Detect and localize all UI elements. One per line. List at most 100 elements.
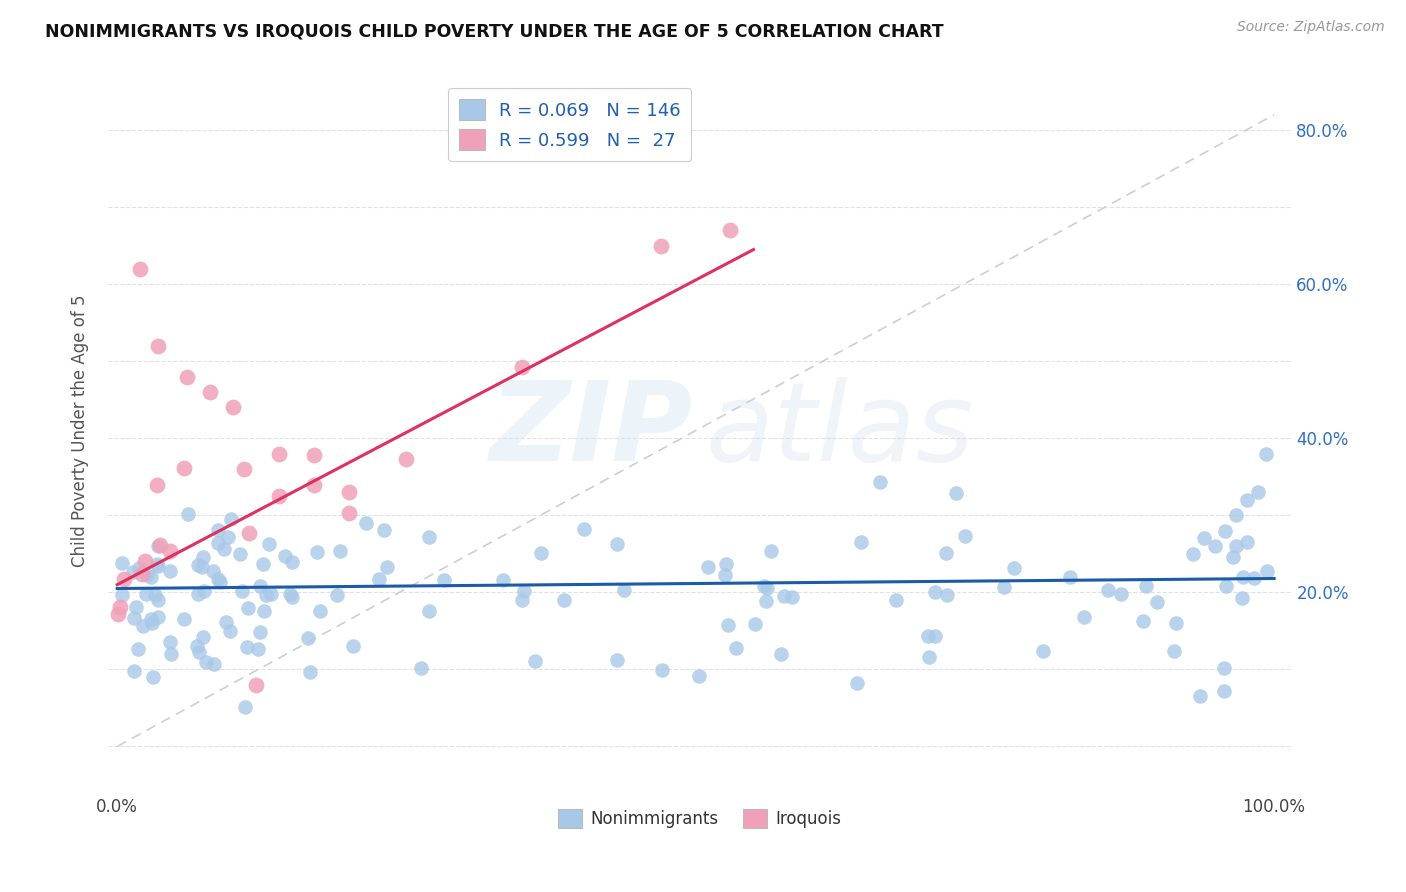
Point bbox=[869, 475, 891, 490]
Point bbox=[302, 477, 325, 491]
Point bbox=[780, 590, 803, 604]
Point bbox=[935, 546, 957, 560]
Point bbox=[418, 530, 440, 544]
Point bbox=[145, 478, 167, 492]
Point bbox=[756, 582, 779, 596]
Point bbox=[278, 586, 301, 600]
Point bbox=[1225, 508, 1247, 523]
Point bbox=[135, 587, 157, 601]
Text: NONIMMIGRANTS VS IROQUOIS CHILD POVERTY UNDER THE AGE OF 5 CORRELATION CHART: NONIMMIGRANTS VS IROQUOIS CHILD POVERTY … bbox=[45, 22, 943, 40]
Point bbox=[149, 538, 172, 552]
Point bbox=[173, 461, 195, 475]
Point bbox=[326, 588, 349, 602]
Point bbox=[141, 570, 163, 584]
Point bbox=[492, 574, 515, 588]
Point bbox=[716, 617, 738, 632]
Point bbox=[302, 448, 325, 462]
Point bbox=[1073, 610, 1095, 624]
Point bbox=[1182, 547, 1205, 561]
Point bbox=[368, 572, 391, 586]
Point bbox=[772, 589, 794, 603]
Point bbox=[280, 590, 302, 604]
Point bbox=[759, 544, 782, 558]
Point bbox=[572, 522, 595, 536]
Point bbox=[186, 639, 208, 653]
Point bbox=[1132, 614, 1154, 628]
Point bbox=[193, 550, 215, 565]
Point bbox=[236, 601, 259, 615]
Point bbox=[112, 572, 135, 586]
Point bbox=[510, 593, 533, 607]
Point bbox=[1215, 524, 1237, 538]
Point bbox=[209, 575, 232, 590]
Point bbox=[884, 593, 907, 607]
Point bbox=[146, 539, 169, 553]
Point bbox=[1146, 595, 1168, 609]
Point bbox=[238, 526, 260, 541]
Point bbox=[132, 619, 155, 633]
Point bbox=[194, 656, 217, 670]
Point bbox=[160, 647, 183, 661]
Point bbox=[233, 699, 256, 714]
Point bbox=[176, 507, 198, 521]
Point bbox=[395, 452, 418, 467]
Point bbox=[1002, 561, 1025, 575]
Point bbox=[1246, 485, 1268, 500]
Point bbox=[219, 624, 242, 638]
Point bbox=[1213, 661, 1236, 675]
Point bbox=[298, 665, 321, 679]
Point bbox=[249, 579, 271, 593]
Point bbox=[337, 506, 360, 520]
Point bbox=[229, 547, 252, 561]
Point bbox=[191, 630, 214, 644]
Point bbox=[207, 523, 229, 537]
Point bbox=[142, 670, 165, 684]
Point bbox=[257, 537, 280, 551]
Point bbox=[530, 546, 553, 560]
Point bbox=[769, 648, 792, 662]
Point bbox=[755, 594, 778, 608]
Point bbox=[688, 669, 710, 683]
Point bbox=[917, 649, 939, 664]
Point bbox=[173, 612, 195, 626]
Point bbox=[1188, 689, 1211, 703]
Point bbox=[714, 557, 737, 571]
Point bbox=[724, 640, 747, 655]
Point bbox=[187, 644, 209, 658]
Point bbox=[936, 588, 959, 602]
Point bbox=[245, 678, 267, 692]
Point bbox=[411, 661, 433, 675]
Point bbox=[924, 629, 946, 643]
Point bbox=[1225, 539, 1247, 553]
Point bbox=[613, 582, 636, 597]
Point bbox=[375, 560, 398, 574]
Point bbox=[993, 581, 1015, 595]
Point bbox=[129, 261, 152, 276]
Point bbox=[354, 516, 377, 530]
Point bbox=[233, 462, 256, 476]
Point bbox=[254, 588, 277, 602]
Point bbox=[845, 676, 868, 690]
Point bbox=[122, 611, 145, 625]
Point bbox=[146, 559, 169, 574]
Y-axis label: Child Poverty Under the Age of 5: Child Poverty Under the Age of 5 bbox=[72, 294, 89, 566]
Point bbox=[253, 604, 276, 618]
Point bbox=[231, 584, 253, 599]
Point bbox=[246, 642, 269, 657]
Point bbox=[1204, 539, 1226, 553]
Point bbox=[1256, 564, 1278, 578]
Point bbox=[606, 652, 628, 666]
Point bbox=[955, 529, 977, 543]
Point bbox=[252, 557, 274, 571]
Point bbox=[207, 572, 229, 586]
Text: ZIP: ZIP bbox=[491, 377, 693, 484]
Point bbox=[329, 544, 352, 558]
Point bbox=[309, 604, 332, 618]
Point bbox=[269, 447, 291, 461]
Point bbox=[650, 238, 672, 252]
Legend: Nonimmigrants, Iroquois: Nonimmigrants, Iroquois bbox=[551, 803, 848, 835]
Point bbox=[1192, 532, 1215, 546]
Point bbox=[924, 585, 946, 599]
Point bbox=[190, 560, 212, 574]
Point bbox=[1163, 644, 1185, 658]
